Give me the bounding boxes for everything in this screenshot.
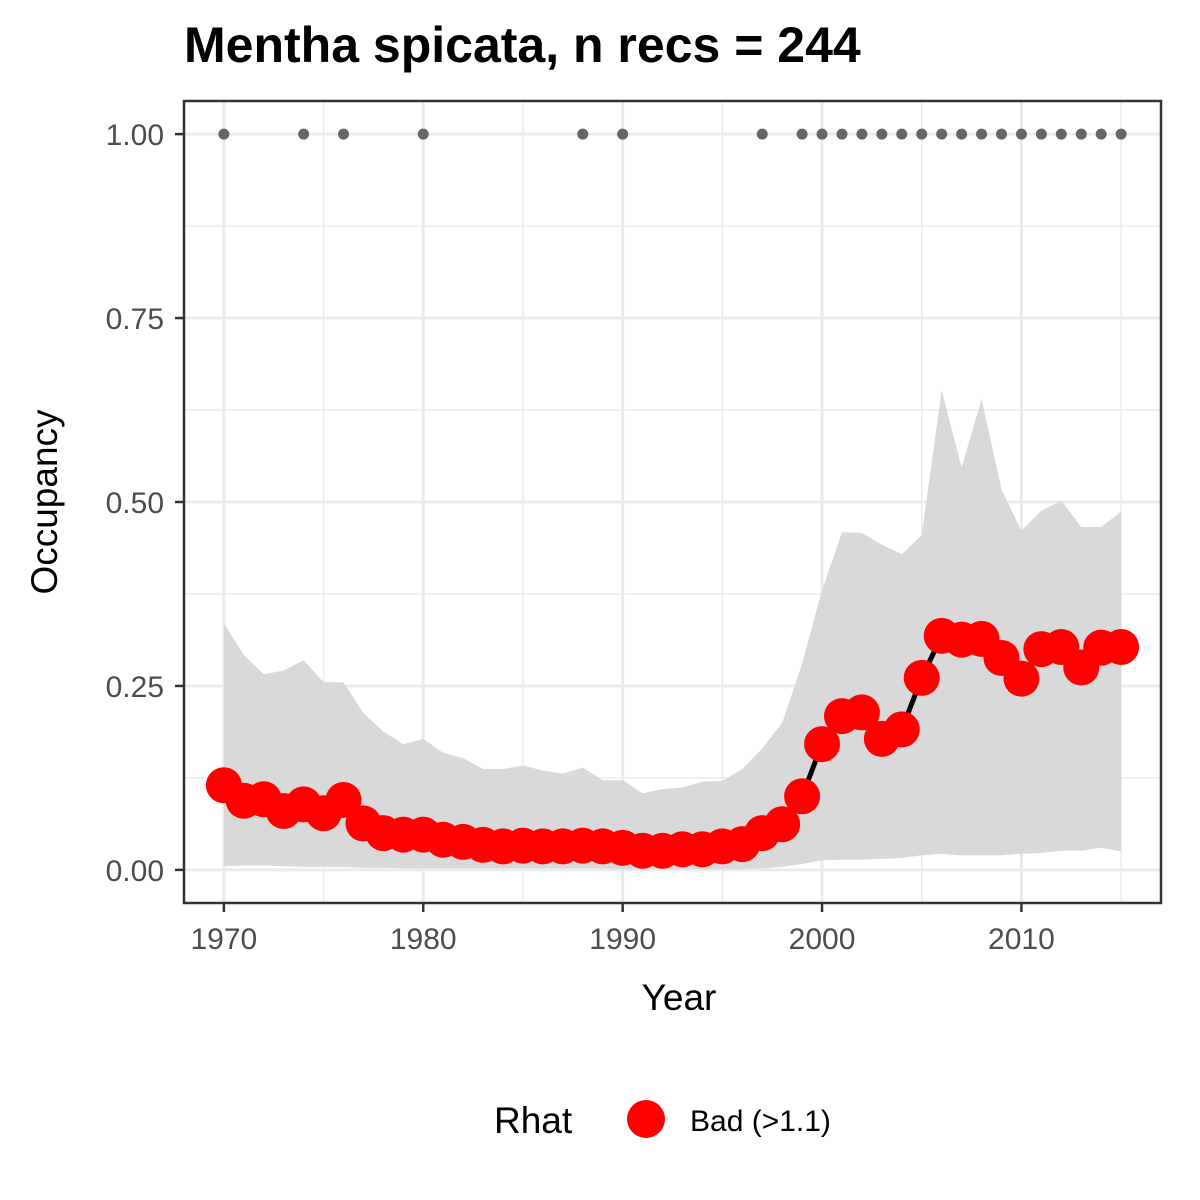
- record-year-dot: [338, 128, 350, 140]
- record-year-dot: [796, 128, 808, 140]
- record-year-dot: [896, 128, 908, 140]
- record-year-dot: [617, 128, 629, 140]
- record-year-dot: [836, 128, 848, 140]
- occupancy-point: [883, 711, 920, 748]
- y-axis-title: Occupancy: [24, 409, 65, 595]
- x-tick-label: 2010: [988, 923, 1055, 956]
- record-year-dot: [1095, 128, 1107, 140]
- record-year-dot: [417, 128, 429, 140]
- record-year-dot: [577, 128, 589, 140]
- record-year-dot: [1055, 128, 1067, 140]
- legend: Rhat Bad (>1.1): [494, 1100, 831, 1141]
- record-year-dot: [916, 128, 928, 140]
- chart-title: Mentha spicata, n recs = 244: [184, 17, 861, 73]
- y-tick-label: 0.75: [106, 303, 164, 336]
- credible-interval-ribbon: [223, 390, 1122, 870]
- record-year-dot: [856, 128, 868, 140]
- x-tick-label: 1990: [589, 923, 656, 956]
- occupancy-point: [1103, 628, 1140, 665]
- record-year-dot: [1035, 128, 1047, 140]
- record-year-dot: [1015, 128, 1027, 140]
- record-year-dot: [876, 128, 888, 140]
- occupancy-points-layer: [205, 617, 1140, 869]
- record-year-dot: [956, 128, 968, 140]
- record-year-dot: [756, 128, 768, 140]
- record-year-dot: [936, 128, 948, 140]
- record-dots-layer: [218, 128, 1127, 140]
- y-tick-label: 0.25: [106, 671, 164, 704]
- occupancy-point: [764, 806, 801, 843]
- record-year-dot: [816, 128, 828, 140]
- credible-interval-layer: [223, 390, 1122, 870]
- record-year-dot: [1115, 128, 1127, 140]
- record-year-dot: [218, 128, 230, 140]
- y-axis-ticks: 0.00 0.25 0.50 0.75 1.00: [106, 119, 184, 888]
- occupancy-point: [843, 694, 880, 731]
- x-tick-label: 2000: [789, 923, 856, 956]
- occupancy-point: [784, 778, 821, 815]
- legend-label: Bad (>1.1): [690, 1105, 831, 1138]
- x-axis-ticks: 1970 1980 1990 2000 2010: [191, 903, 1055, 956]
- record-year-dot: [1075, 128, 1087, 140]
- occupancy-point: [903, 659, 940, 696]
- record-year-dot: [976, 128, 988, 140]
- y-tick-label: 1.00: [106, 119, 164, 152]
- record-year-dot: [298, 128, 310, 140]
- x-tick-label: 1970: [191, 923, 258, 956]
- y-tick-label: 0.00: [106, 855, 164, 888]
- legend-swatch: [627, 1100, 665, 1138]
- legend-title: Rhat: [494, 1100, 573, 1141]
- x-tick-label: 1980: [390, 923, 457, 956]
- x-axis-title: Year: [642, 977, 717, 1018]
- occupancy-point: [804, 726, 841, 763]
- y-tick-label: 0.50: [106, 487, 164, 520]
- occupancy-point: [1003, 660, 1040, 697]
- occupancy-point: [325, 781, 362, 818]
- record-year-dot: [995, 128, 1007, 140]
